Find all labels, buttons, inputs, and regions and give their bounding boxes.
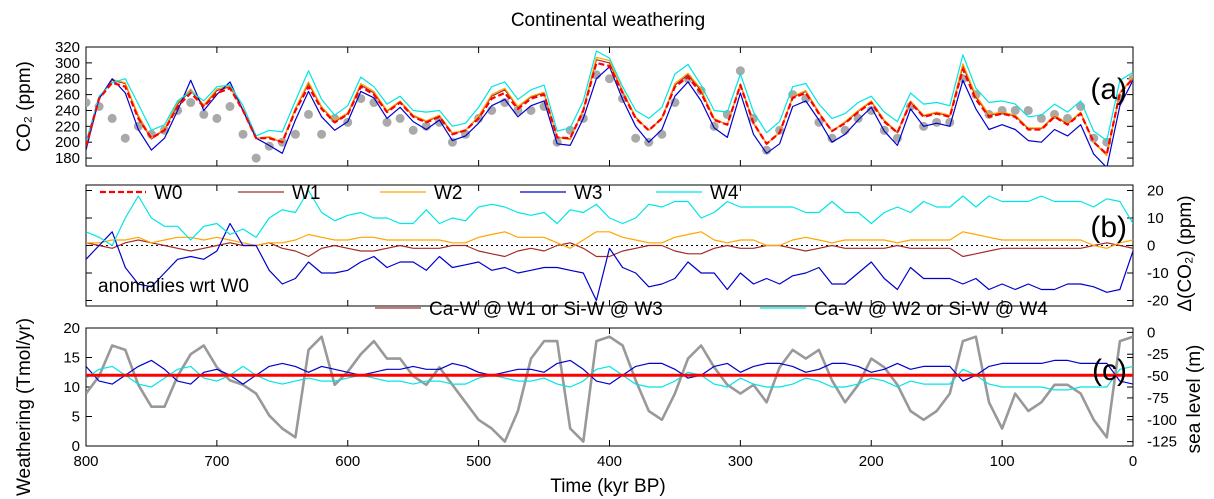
data-point <box>395 113 405 123</box>
y2-tick-label: 0 <box>1147 324 1155 341</box>
y-tick-label: 240 <box>55 102 80 119</box>
y-tick-label: 180 <box>55 150 80 167</box>
series-line-w2 <box>86 231 1133 249</box>
data-point <box>1076 102 1086 111</box>
y-tick-label: 10 <box>63 379 80 396</box>
series-line-w4 <box>86 189 1133 247</box>
x-tick-label: 100 <box>990 453 1015 470</box>
data-point <box>1036 113 1046 123</box>
panel-1: -20 -10 0 10 20 (b) Δ(CO₂) (ppm) anomalies wrt … <box>85 183 1196 312</box>
anomalies-note: anomalies wrt W0 <box>98 276 249 297</box>
y-tick-label: -10 <box>1147 265 1169 282</box>
data-point <box>120 133 130 143</box>
data-point <box>107 113 117 123</box>
series-group <box>86 50 1133 166</box>
y-axis-label: CO₂ (ppm) <box>14 61 35 152</box>
data-point <box>408 125 418 135</box>
data-point <box>212 113 222 123</box>
data-point <box>631 133 641 143</box>
chart-title: Continental weathering <box>511 10 705 31</box>
y-tick-label: 200 <box>55 134 80 151</box>
y-tick-label: 15 <box>63 350 80 367</box>
y-tick-label: 20 <box>1147 183 1164 200</box>
data-point <box>186 98 196 108</box>
panel-frame <box>85 327 1134 447</box>
x-tick-label: 400 <box>597 453 622 470</box>
y-tick-label: 280 <box>55 71 80 88</box>
data-point <box>735 66 745 76</box>
x-axis-label: Time (kyr BP) <box>550 476 665 497</box>
data-point <box>238 129 248 139</box>
x-tick-label: 500 <box>466 453 491 470</box>
series-line-w4 <box>86 50 1133 143</box>
x-tick-label: 0 <box>1129 453 1137 470</box>
legend-label: W2 <box>434 183 463 204</box>
panel-label: (c) <box>1092 354 1127 387</box>
series-group <box>86 335 1133 443</box>
data-point <box>303 109 313 119</box>
data-point <box>343 117 353 127</box>
data-point <box>657 129 667 139</box>
panel-label: (a) <box>1090 73 1127 106</box>
legend-label: Ca-W @ W2 or Si-W @ W4 <box>814 299 1048 320</box>
y-tick-label: -20 <box>1147 293 1169 310</box>
series-line-w3 <box>86 222 1133 302</box>
y-tick-label: 320 <box>55 39 80 56</box>
data-point <box>199 109 209 119</box>
y2-tick-label: -100 <box>1147 412 1177 429</box>
y-axis-label: Weathering (Tmol/yr) <box>14 318 35 496</box>
data-point <box>86 98 91 108</box>
data-point <box>225 102 235 111</box>
x-tick-label: 800 <box>73 453 98 470</box>
x-tick-label: 200 <box>859 453 884 470</box>
legend-mid: Ca-W @ W1 or Si-W @ W3 Ca-W @ W2 or Si-W … <box>375 299 1048 320</box>
data-point <box>1010 105 1020 115</box>
data-point <box>853 113 863 123</box>
y2-tick-label: -75 <box>1147 390 1169 407</box>
data-point <box>526 105 536 115</box>
series-line-w0 <box>86 61 1133 156</box>
x-tick-label: 600 <box>335 453 360 470</box>
data-point <box>605 74 614 84</box>
data-point <box>932 117 942 127</box>
x-tick-label: 700 <box>204 453 229 470</box>
data-point <box>251 153 261 163</box>
y2-tick-label: -50 <box>1147 368 1169 385</box>
data-point <box>317 129 327 139</box>
series-line-sea-level <box>86 335 1133 443</box>
legend-label: W3 <box>574 183 603 204</box>
y2-tick-label: -25 <box>1147 346 1169 363</box>
y-tick-label: 0 <box>72 438 80 455</box>
y-tick-label: 0 <box>1147 238 1155 255</box>
y2-axis-label: sea level (m) <box>1184 345 1205 454</box>
series-line-ca-w-w1-or-si-w-w3 <box>86 359 1133 385</box>
y-tick-label: 5 <box>72 409 80 426</box>
data-point <box>1023 105 1033 115</box>
legend-label: Ca-W @ W1 or Si-W @ W3 <box>429 299 663 320</box>
y-tick-label: 20 <box>63 320 80 337</box>
series-group <box>86 189 1133 302</box>
y-tick-label: 300 <box>55 55 80 72</box>
y-tick-label: 220 <box>55 118 80 135</box>
y-axis-label: Δ(CO₂) (ppm) <box>1175 195 1196 311</box>
legend-label: W4 <box>710 183 739 204</box>
legend-label: W1 <box>292 183 321 204</box>
data-point <box>866 105 876 115</box>
data-point <box>290 129 300 139</box>
x-tick-label: 300 <box>728 453 753 470</box>
legend-top: W0 W1 W2 W3 W4 <box>100 183 739 204</box>
panel-label: (b) <box>1090 211 1127 244</box>
y-tick-label: 260 <box>55 87 80 104</box>
legend-label: W0 <box>154 183 183 204</box>
data-point <box>382 117 392 127</box>
y2-tick-label: -125 <box>1147 434 1177 451</box>
y-tick-label: 10 <box>1147 210 1164 227</box>
